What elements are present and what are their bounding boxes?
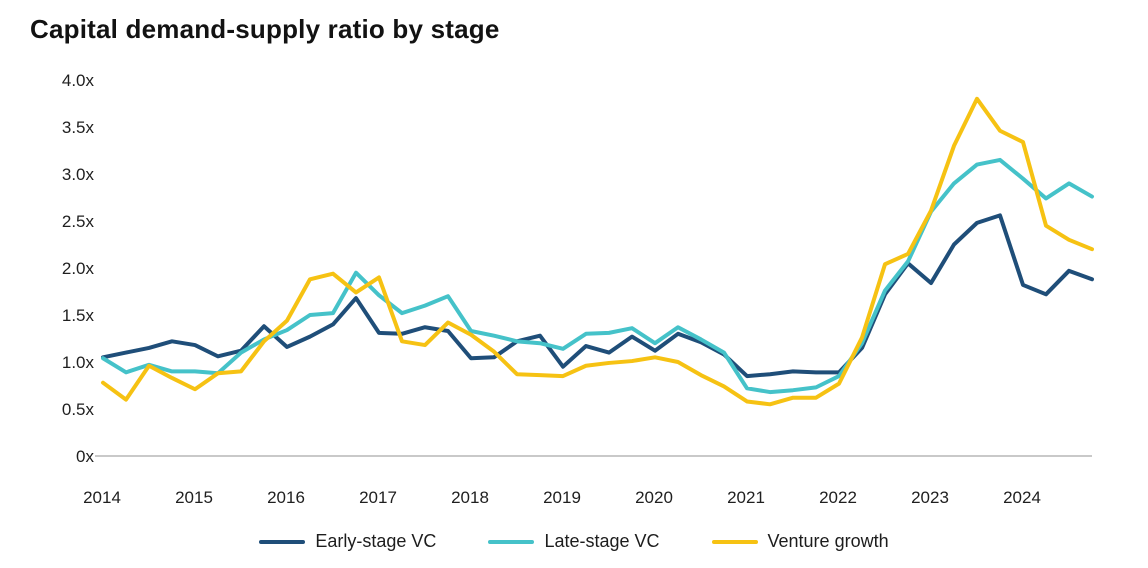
x-tick-label: 2017 — [359, 488, 397, 507]
x-tick-label: 2023 — [911, 488, 949, 507]
x-tick-label: 2021 — [727, 488, 765, 507]
y-tick-label: 3.5x — [62, 118, 95, 137]
y-tick-label: 0x — [76, 447, 94, 466]
legend-item-late-stage-vc: Late-stage VC — [488, 531, 660, 552]
legend-label: Venture growth — [767, 531, 889, 551]
chart-legend: Early-stage VC Late-stage VC Venture gro… — [0, 531, 1148, 552]
y-tick-label: 1.0x — [62, 353, 95, 372]
line-venture-growth — [101, 96, 1094, 407]
y-tick-label: 3.0x — [62, 165, 95, 184]
early-stage-vc-line-swatch — [259, 539, 306, 544]
late-stage-vc-line-swatch — [488, 539, 535, 544]
y-tick-label: 4.0x — [62, 71, 95, 90]
legend-label: Late-stage VC — [544, 531, 660, 551]
x-tick-label: 2022 — [819, 488, 857, 507]
legend-label: Early-stage VC — [315, 531, 437, 551]
x-tick-label: 2016 — [267, 488, 305, 507]
x-tick-label: 2014 — [83, 488, 121, 507]
venture-growth-line-swatch — [711, 539, 758, 544]
legend-item-venture-growth: Venture growth — [711, 531, 889, 552]
x-tick-label: 2020 — [635, 488, 673, 507]
y-tick-label: 2.5x — [62, 212, 95, 231]
chart-title: Capital demand-supply ratio by stage — [30, 14, 500, 44]
x-tick-label: 2019 — [543, 488, 581, 507]
y-tick-label: 1.5x — [62, 306, 95, 325]
line-early-stage-vc — [101, 213, 1094, 379]
y-tick-label: 0.5x — [62, 400, 95, 419]
x-tick-label: 2024 — [1003, 488, 1041, 507]
legend-item-early-stage-vc: Early-stage VC — [259, 531, 436, 552]
x-tick-label: 2015 — [175, 488, 213, 507]
x-tick-label: 2018 — [451, 488, 489, 507]
y-tick-label: 2.0x — [62, 259, 95, 278]
